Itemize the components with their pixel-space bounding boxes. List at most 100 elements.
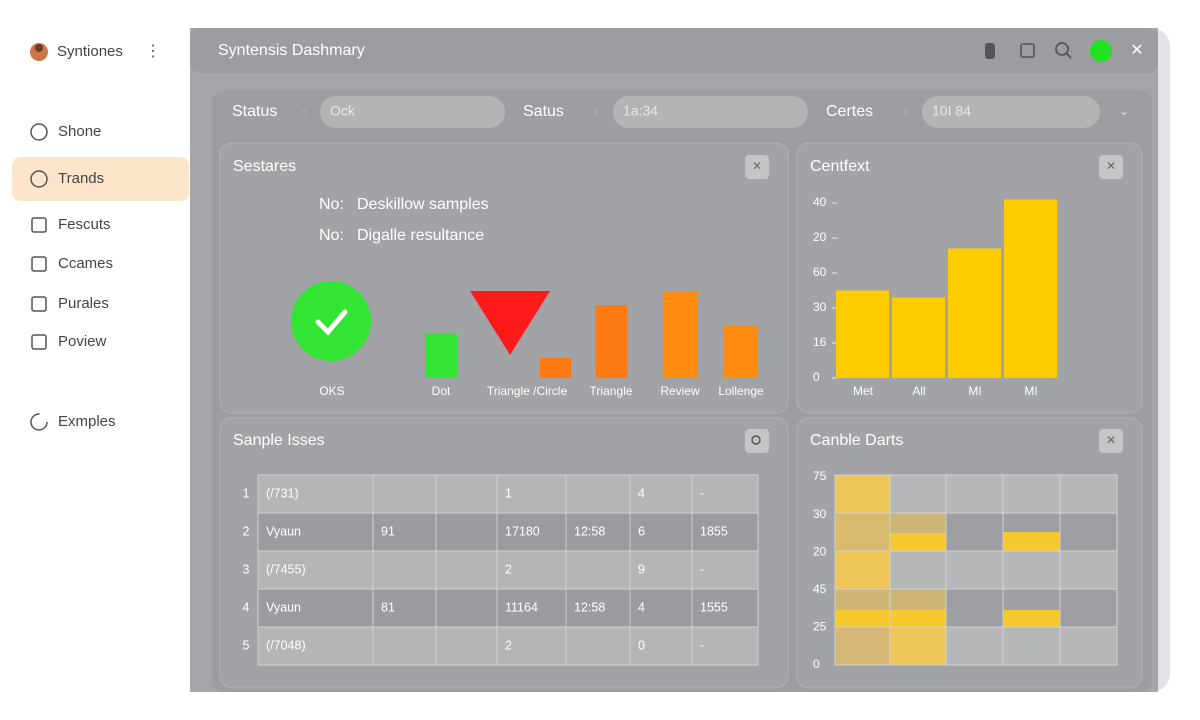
axis-label: 20 bbox=[813, 544, 827, 558]
line-text: Deskillow samples bbox=[357, 196, 489, 213]
nav: Shone Trands Fescuts Ccames Purales Poview bbox=[30, 123, 113, 350]
nav-item[interactable]: Shone bbox=[58, 123, 101, 140]
panel bbox=[219, 142, 789, 414]
bar-chart: 40 20 60 30 16 0 Met All MI MI bbox=[813, 195, 1057, 398]
icon-copy[interactable] bbox=[1020, 43, 1035, 58]
filter-input[interactable] bbox=[922, 96, 1100, 128]
cell bbox=[835, 513, 890, 551]
close-button[interactable] bbox=[1099, 155, 1123, 179]
y-axis-label: 40 bbox=[813, 195, 827, 209]
table-cell: (/7048) bbox=[266, 638, 306, 652]
cell bbox=[890, 627, 946, 665]
y-axis-label: 20 bbox=[813, 230, 827, 244]
chevron: ‹ bbox=[302, 103, 306, 118]
header-title: Syntensis Dashmary bbox=[218, 42, 365, 59]
search-icon bbox=[751, 435, 761, 445]
shape bbox=[595, 305, 627, 378]
line-key: No: bbox=[319, 196, 344, 213]
table-cell: - bbox=[700, 638, 704, 652]
line-key: No: bbox=[319, 227, 344, 244]
table-cell: 2 bbox=[505, 562, 512, 576]
chevron: ‹ bbox=[595, 103, 599, 118]
table-cell: 0 bbox=[638, 638, 645, 652]
chevron: ‹ bbox=[904, 103, 908, 118]
shape-label: Triangle /Circle bbox=[487, 384, 568, 398]
table-cell: (/731) bbox=[266, 486, 299, 500]
close[interactable]: ✕ bbox=[1130, 42, 1143, 59]
search-button[interactable] bbox=[745, 429, 769, 453]
avatar-head bbox=[35, 44, 43, 52]
nav-item[interactable]: Ccames bbox=[58, 255, 113, 272]
table-cell: 1855 bbox=[700, 524, 728, 538]
line-text: Digalle resultance bbox=[357, 227, 484, 244]
icon-hand[interactable] bbox=[985, 43, 995, 59]
nav-item[interactable]: Purales bbox=[58, 295, 109, 312]
check bbox=[315, 309, 348, 336]
chevron[interactable]: ⌄ bbox=[1119, 104, 1129, 118]
nav-item[interactable]: Poview bbox=[58, 333, 107, 350]
nav-icon bbox=[31, 296, 47, 312]
triangle bbox=[470, 291, 550, 355]
shape bbox=[664, 291, 697, 378]
shape-label: Review bbox=[660, 384, 700, 398]
cell bbox=[1003, 532, 1060, 551]
shape-label: OKS bbox=[319, 384, 344, 398]
bar bbox=[892, 297, 945, 378]
close-button[interactable] bbox=[1099, 429, 1123, 453]
table-cell: - bbox=[700, 486, 704, 500]
shape-label: Lollenge bbox=[718, 384, 764, 398]
ok-circle bbox=[291, 281, 371, 361]
table-cell: 12:58 bbox=[574, 600, 605, 614]
filter-value: 10I 84 bbox=[932, 103, 971, 119]
nav-item[interactable]: Trands bbox=[58, 170, 104, 187]
table-cell: 91 bbox=[381, 524, 395, 538]
sidebar bbox=[10, 28, 190, 692]
cell bbox=[890, 513, 946, 533]
close-button[interactable] bbox=[745, 155, 769, 179]
icon-search-handle bbox=[1065, 52, 1072, 59]
bar bbox=[1004, 199, 1057, 378]
y-axis-label: 30 bbox=[813, 300, 827, 314]
table-cell: - bbox=[700, 562, 704, 576]
filter-input[interactable] bbox=[320, 96, 505, 128]
row-number: 1 bbox=[243, 486, 250, 500]
close-icon: ✕ bbox=[1106, 159, 1116, 173]
cell bbox=[835, 475, 890, 513]
nav-icon bbox=[31, 256, 47, 272]
table-row bbox=[258, 551, 758, 589]
x-tick-label: MI bbox=[968, 384, 981, 398]
table-cell: 9 bbox=[638, 562, 645, 576]
table-cell: Vyaun bbox=[266, 524, 301, 538]
table: 1 (/731) 1 4 - 2 Vyaun 91 17180 12:58 6 1855 3 (/7455… bbox=[243, 474, 759, 666]
table-cell: 6 bbox=[638, 524, 645, 538]
nav-icon bbox=[30, 413, 48, 431]
filter-input[interactable] bbox=[613, 96, 808, 128]
menu-dots[interactable]: ⋮ bbox=[145, 43, 161, 60]
filter-label: Satus bbox=[523, 103, 564, 120]
table-cell: 1555 bbox=[700, 600, 728, 614]
row-number: 5 bbox=[243, 638, 250, 652]
close-icon: ✕ bbox=[1106, 433, 1116, 447]
row-number: 2 bbox=[243, 524, 250, 538]
shape bbox=[724, 325, 757, 378]
x-tick-label: MI bbox=[1024, 384, 1037, 398]
icon-search[interactable] bbox=[1055, 42, 1069, 56]
active-item bbox=[12, 157, 189, 201]
table-cell: Vyaun bbox=[266, 600, 301, 614]
shape-label: Dot bbox=[432, 384, 451, 398]
status-dot bbox=[1090, 40, 1112, 62]
table-cell: 81 bbox=[381, 600, 395, 614]
nav-item[interactable]: Fescuts bbox=[58, 216, 111, 233]
heat-grid bbox=[834, 474, 1118, 666]
table-row bbox=[258, 475, 758, 513]
x-tick-label: Met bbox=[853, 384, 874, 398]
table-row bbox=[258, 589, 758, 627]
nav-item[interactable]: Exmples bbox=[58, 413, 116, 430]
nav-icon bbox=[31, 334, 47, 350]
filter-label: Status bbox=[232, 103, 277, 120]
row-number: 4 bbox=[243, 600, 250, 614]
table-cell: 2 bbox=[505, 638, 512, 652]
table-cell: 11164 bbox=[505, 600, 538, 614]
